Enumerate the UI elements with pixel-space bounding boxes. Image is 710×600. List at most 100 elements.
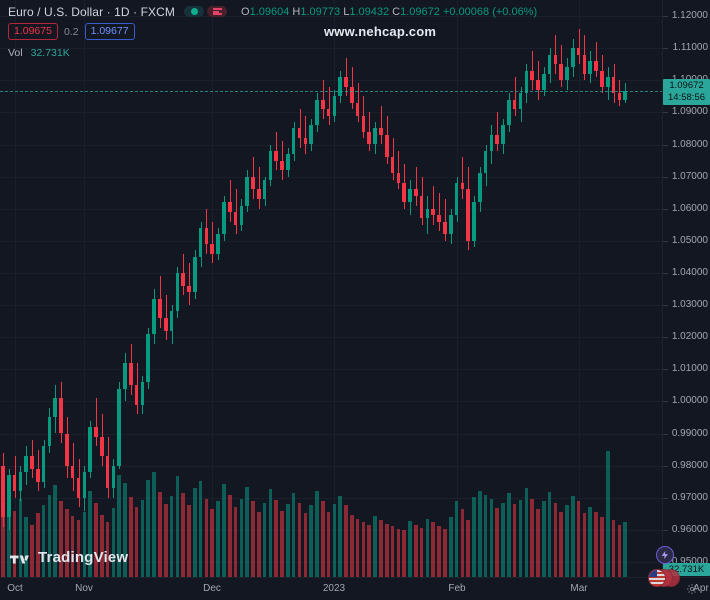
- price-badge-value: 1.09672: [669, 79, 704, 91]
- grid-line-horizontal: [0, 529, 663, 531]
- site-watermark: www.nehcap.com: [324, 24, 437, 39]
- price-tick-mark: [663, 369, 668, 371]
- volume-bar: [611, 519, 616, 578]
- volume-bar: [541, 501, 546, 578]
- volume-bar: [291, 493, 296, 578]
- volume-bar: [373, 515, 377, 578]
- volume-bar: [419, 527, 424, 578]
- price-tick-label: 0.97000: [671, 491, 708, 503]
- volume-bar: [53, 485, 58, 578]
- us-flag-icon[interactable]: [648, 569, 666, 587]
- volume-bar: [402, 530, 406, 578]
- volume-bar: [384, 523, 389, 578]
- volume-bar: [280, 510, 284, 578]
- volume-bar: [245, 486, 249, 578]
- volume-bar: [309, 505, 313, 578]
- price-tick-label: 1.02000: [671, 331, 708, 343]
- tradingview-logo-icon: [10, 555, 29, 563]
- volume-bar: [187, 505, 191, 578]
- grid-line-horizontal: [0, 497, 663, 499]
- volume-bar: [268, 489, 273, 578]
- last-price-line: [0, 90, 663, 92]
- currency-flag-badges[interactable]: [648, 569, 680, 587]
- volume-bar: [35, 513, 40, 578]
- volume-bar: [559, 511, 563, 578]
- volume-bar: [41, 505, 46, 578]
- time-tick-label: Oct: [7, 583, 23, 594]
- volume-bar: [443, 529, 447, 578]
- volume-bar: [256, 511, 261, 578]
- price-tick-label: 1.00000: [671, 395, 708, 407]
- lightning-bolt-icon[interactable]: [656, 546, 674, 564]
- price-tick-mark: [663, 401, 668, 403]
- volume-bar: [193, 488, 197, 578]
- volume-bar: [594, 511, 598, 578]
- time-axis[interactable]: OctNovDec2023FebMarAprMay22: [0, 577, 710, 600]
- volume-bar: [117, 474, 121, 578]
- volume-bar: [227, 494, 232, 578]
- price-tick-label: 1.01000: [671, 363, 708, 375]
- volume-bar: [495, 507, 500, 578]
- volume-bar: [477, 490, 482, 578]
- volume-bar: [111, 507, 116, 578]
- volume-bar: [605, 451, 610, 578]
- volume-bar: [251, 501, 255, 578]
- volume-bar: [344, 505, 348, 578]
- gear-icon[interactable]: [686, 583, 698, 595]
- price-tick-label: 1.03000: [671, 299, 708, 311]
- volume-bar: [507, 493, 511, 578]
- volume-bar: [169, 496, 174, 578]
- volume-bar: [152, 472, 156, 578]
- volume-bar: [448, 517, 453, 578]
- volume-bar: [18, 498, 23, 578]
- price-tick-mark: [663, 433, 668, 435]
- price-tick-mark: [663, 272, 668, 274]
- price-tick-mark: [663, 176, 668, 178]
- volume-bar: [222, 484, 226, 578]
- grid-line-vertical: [15, 0, 16, 578]
- grid-line-horizontal: [0, 337, 663, 339]
- volume-bar: [588, 506, 593, 578]
- volume-bar: [262, 502, 267, 578]
- volume-bar: [181, 493, 185, 578]
- volume-bar: [408, 521, 412, 578]
- volume-bar: [274, 499, 279, 578]
- price-tick-label: 1.06000: [671, 202, 708, 214]
- chart-plot-area[interactable]: [0, 0, 702, 578]
- volume-bar: [76, 519, 81, 578]
- volume-bar: [1, 496, 5, 578]
- price-tick-mark: [663, 240, 668, 242]
- volume-bar: [94, 502, 98, 578]
- volume-bar: [123, 482, 127, 578]
- price-tick-mark: [663, 529, 668, 531]
- volume-bar: [12, 510, 17, 578]
- last-price-badge[interactable]: 1.09672 14:58:56: [663, 78, 710, 106]
- grid-line-vertical: [212, 0, 213, 578]
- grid-line-horizontal: [0, 80, 663, 82]
- volume-bar: [553, 502, 558, 578]
- volume-bar: [623, 522, 627, 578]
- grid-line-horizontal: [0, 144, 663, 146]
- price-tick-mark: [663, 305, 668, 307]
- volume-bar: [576, 501, 581, 578]
- volume-bar: [24, 517, 28, 578]
- volume-bar: [379, 519, 383, 578]
- grid-line-horizontal: [0, 369, 663, 371]
- grid-line-horizontal: [0, 112, 663, 114]
- volume-bar: [466, 519, 470, 578]
- volume-bar: [47, 494, 52, 578]
- volume-bar: [210, 509, 215, 578]
- volume-bar: [332, 503, 337, 578]
- volume-bar: [565, 505, 569, 578]
- volume-bar: [460, 509, 465, 578]
- volume-bar: [140, 499, 145, 578]
- volume-bar: [6, 501, 11, 578]
- price-tick-mark: [663, 497, 668, 499]
- price-axis[interactable]: 1.120001.110001.100001.090001.080001.070…: [662, 0, 710, 578]
- grid-line-horizontal: [0, 240, 663, 242]
- volume-bar: [512, 503, 517, 578]
- price-tick-label: 0.99000: [671, 427, 708, 439]
- volume-bar: [454, 501, 459, 578]
- volume-bar: [617, 525, 622, 578]
